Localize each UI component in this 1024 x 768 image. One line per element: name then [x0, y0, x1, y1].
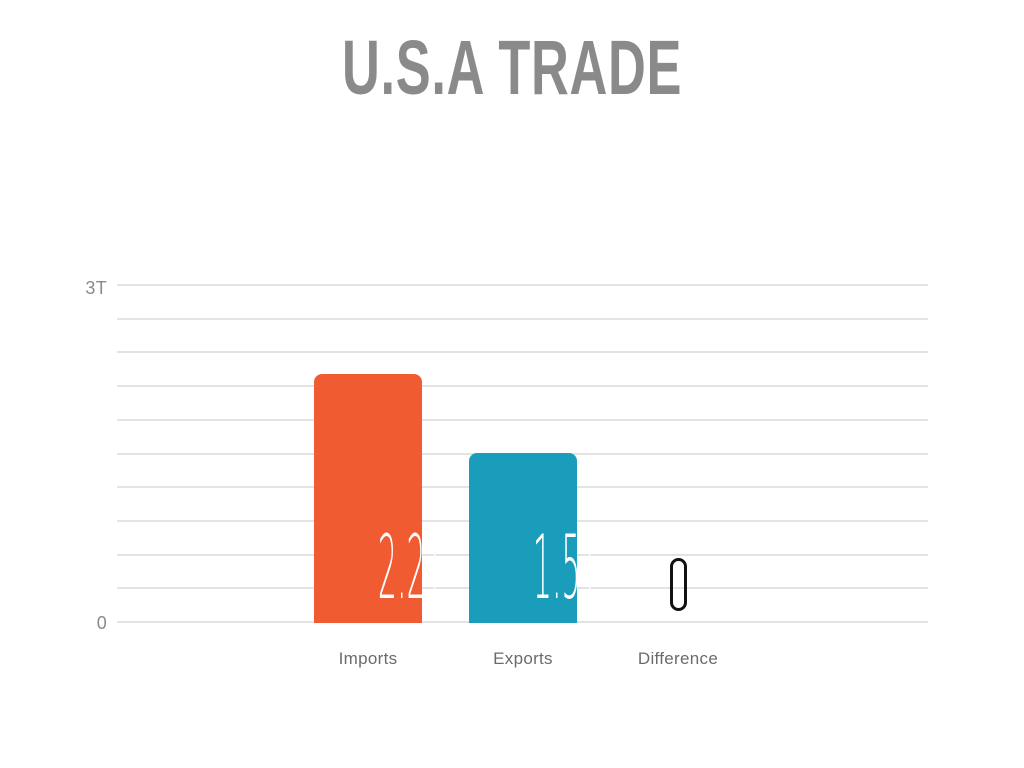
chart-title-text: U.S.A TRADE [341, 25, 683, 111]
bar-exports: 1.5T [469, 453, 599, 623]
gridline [117, 318, 928, 320]
chart-title: U.S.A TRADE [0, 30, 1024, 107]
bar-value-label-imports: 2.2T [314, 524, 444, 612]
x-axis-label-exports: Exports [493, 649, 553, 668]
y-axis-tick-0: 0 [96, 613, 107, 633]
x-axis-label-imports: Imports [338, 649, 398, 668]
gridline [117, 284, 928, 286]
bar-value-text: 1.5T [532, 516, 599, 619]
bar-chart-plot-area: 2.2T 1.5T [117, 284, 928, 623]
bar-imports: 2.2T [314, 374, 444, 623]
gridline [117, 385, 928, 387]
gridline [117, 351, 928, 353]
bar-value-text: 2.2T [377, 516, 444, 619]
x-axis-label-difference: Difference [637, 649, 719, 668]
difference-zero-glyph [670, 558, 687, 611]
y-axis-tick-3t: 3T [85, 278, 107, 298]
bar-value-label-exports: 1.5T [469, 524, 599, 612]
gridline [117, 419, 928, 421]
